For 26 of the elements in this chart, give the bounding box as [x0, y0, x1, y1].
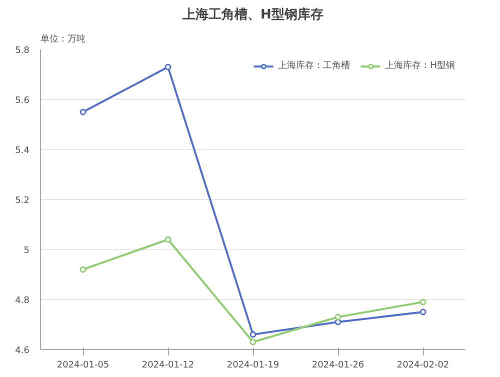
point [80, 108, 86, 116]
x-tick-label: 2024-01-12 [142, 360, 194, 370]
point [420, 298, 426, 306]
y-tick-label: 5.8 [15, 46, 30, 56]
point [334, 314, 342, 320]
y-tick-label: 5 [24, 246, 30, 256]
legend-label: 上海库存：H型钢 [385, 60, 455, 72]
x-tick-label: 2024-02-02 [396, 360, 450, 370]
point [250, 338, 256, 346]
legend-label: 上海库存：工角槽 [278, 60, 350, 72]
x-tick-label: 2024-01-05 [56, 360, 110, 370]
y-tick-label: 4.6 [15, 346, 30, 356]
x-tick-label: 2024-01-26 [312, 360, 364, 370]
chart-title: 上海工角槽、H型钢库存 [182, 6, 324, 22]
y-tick-label: 5.4 [15, 146, 30, 156]
y-tick-label: 5.6 [15, 96, 30, 106]
point [164, 64, 172, 70]
x-tick-label: 2024-01-19 [226, 360, 280, 370]
y-axis-title: 单位：万吨 [40, 34, 86, 44]
point [164, 236, 172, 243]
y-tick-label: 5.2 [15, 196, 30, 206]
y-tick-label: 4.8 [15, 296, 30, 306]
point [80, 266, 86, 273]
point [334, 318, 342, 326]
point [420, 308, 426, 316]
point [250, 331, 256, 338]
